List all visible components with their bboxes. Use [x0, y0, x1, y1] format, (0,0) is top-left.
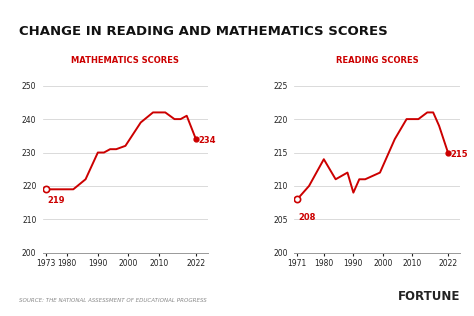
Text: FORTUNE: FORTUNE — [397, 290, 460, 303]
Text: READING SCORES: READING SCORES — [336, 56, 419, 65]
Text: SOURCE: THE NATIONAL ASSESSMENT OF EDUCATIONAL PROGRESS: SOURCE: THE NATIONAL ASSESSMENT OF EDUCA… — [19, 298, 207, 303]
Text: CHANGE IN READING AND MATHEMATICS SCORES: CHANGE IN READING AND MATHEMATICS SCORES — [19, 25, 388, 38]
Text: 234: 234 — [199, 136, 216, 145]
Text: 215: 215 — [450, 150, 468, 159]
Text: MATHEMATICS SCORES: MATHEMATICS SCORES — [72, 56, 179, 65]
Text: 219: 219 — [47, 196, 65, 205]
Text: 208: 208 — [299, 213, 316, 222]
